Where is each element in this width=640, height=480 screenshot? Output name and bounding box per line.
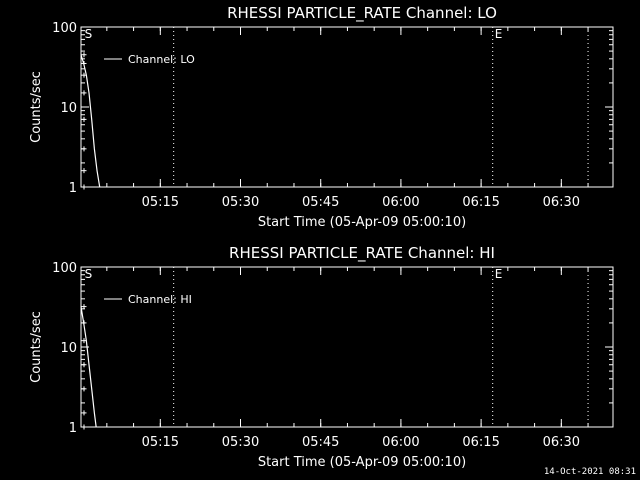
x-tick-label: 06:00	[382, 435, 419, 450]
x-tick-label: 05:45	[302, 435, 339, 450]
y-tick-label: 1	[69, 421, 77, 436]
chart-panel-hi: RHESSI PARTICLE_RATE Channel: HI Start Ti…	[29, 244, 614, 470]
y-tick-label: 10	[60, 101, 77, 116]
chart-panel-lo: RHESSI PARTICLE_RATE Channel: LO Start Ti…	[29, 4, 614, 230]
plot-frame	[80, 26, 614, 188]
x-tick-label: 06:30	[543, 435, 580, 450]
x-tick-label: 05:15	[142, 435, 179, 450]
x-tick-label: 05:30	[222, 435, 259, 450]
marker-s: S	[85, 267, 93, 281]
x-tick-label: 06:15	[462, 195, 499, 210]
y-axis-title: Counts/sec	[29, 71, 44, 143]
x-axis-title: Start Time (05-Apr-09 05:00:10)	[258, 455, 466, 470]
chart-title: RHESSI PARTICLE_RATE Channel: HI	[229, 244, 495, 263]
y-axis-title: Counts/sec	[29, 311, 44, 383]
x-tick-label: 06:30	[543, 195, 580, 210]
y-tick-label: 1	[69, 181, 77, 196]
x-tick-label: 06:00	[382, 195, 419, 210]
x-tick-label: 05:15	[142, 195, 179, 210]
y-tick-label: 10	[60, 341, 77, 356]
marker-e: E	[495, 267, 503, 281]
legend-label: Channel: HI	[128, 293, 192, 306]
x-tick-label: 05:45	[302, 195, 339, 210]
series-line	[80, 306, 97, 428]
legend-label: Channel: LO	[128, 53, 195, 66]
marker-s: S	[85, 27, 93, 41]
chart-title: RHESSI PARTICLE_RATE Channel: LO	[227, 4, 497, 23]
footer-timestamp: 14-Oct-2021 08:31	[544, 467, 636, 477]
marker-e: E	[495, 27, 503, 41]
plot-frame	[80, 266, 614, 428]
x-tick-label: 06:15	[462, 435, 499, 450]
y-tick-label: 100	[52, 21, 77, 36]
x-axis-title: Start Time (05-Apr-09 05:00:10)	[258, 215, 466, 230]
x-tick-label: 05:30	[222, 195, 259, 210]
y-tick-label: 100	[52, 261, 77, 276]
